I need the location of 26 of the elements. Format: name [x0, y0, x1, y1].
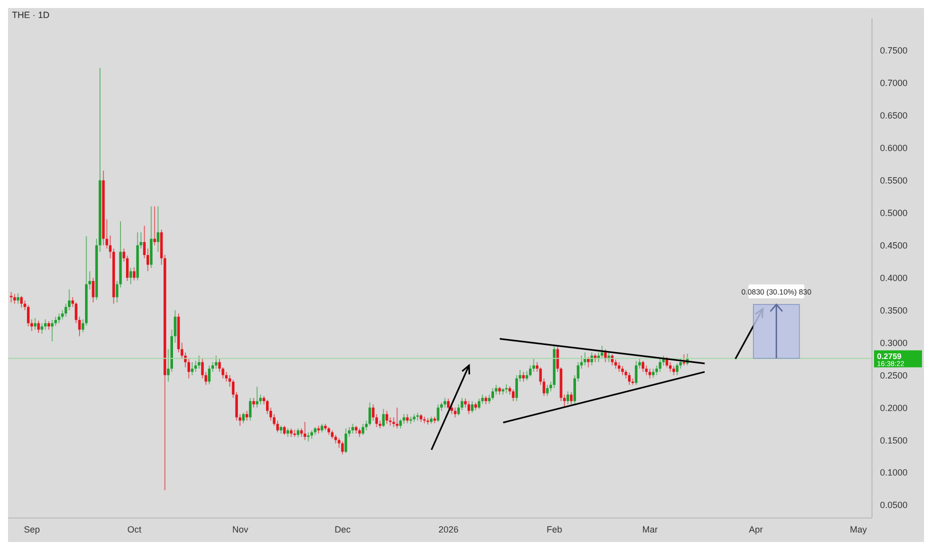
- y-tick-label: 0.7000: [880, 78, 908, 88]
- x-tick-label: May: [850, 524, 868, 534]
- x-tick-label: Apr: [748, 524, 763, 534]
- ref-line-label: 0.2759: [877, 352, 902, 361]
- y-tick-label: 0.3500: [880, 305, 908, 316]
- x-tick-label: Feb: [546, 524, 562, 534]
- chart-title: THE · 1D: [12, 10, 50, 20]
- y-tick-label: 0.1000: [880, 468, 908, 478]
- y-tick-label: 0.0500: [880, 500, 908, 510]
- y-tick-label: 0.7500: [880, 46, 908, 56]
- y-tick-label: 0.2500: [880, 370, 908, 380]
- x-tick-label: 2026: [438, 524, 459, 534]
- y-tick-label: 0.5500: [880, 176, 908, 186]
- y-tick-label: 0.5000: [880, 208, 908, 218]
- x-tick-label: Mar: [642, 524, 658, 534]
- x-tick-label: Oct: [127, 524, 142, 534]
- x-tick-label: Sep: [24, 524, 40, 534]
- y-tick-label: 0.4500: [880, 240, 908, 250]
- y-tick-label: 0.4000: [880, 272, 908, 283]
- x-tick-label: Dec: [334, 524, 352, 534]
- y-tick-label: 0.6500: [880, 110, 908, 121]
- y-tick-label: 0.2000: [880, 402, 908, 413]
- y-tick-label: 0.1500: [880, 435, 908, 446]
- x-tick-label: Nov: [232, 524, 249, 534]
- y-tick-label: 0.3000: [880, 338, 908, 348]
- y-tick-label: 0.6000: [880, 143, 908, 154]
